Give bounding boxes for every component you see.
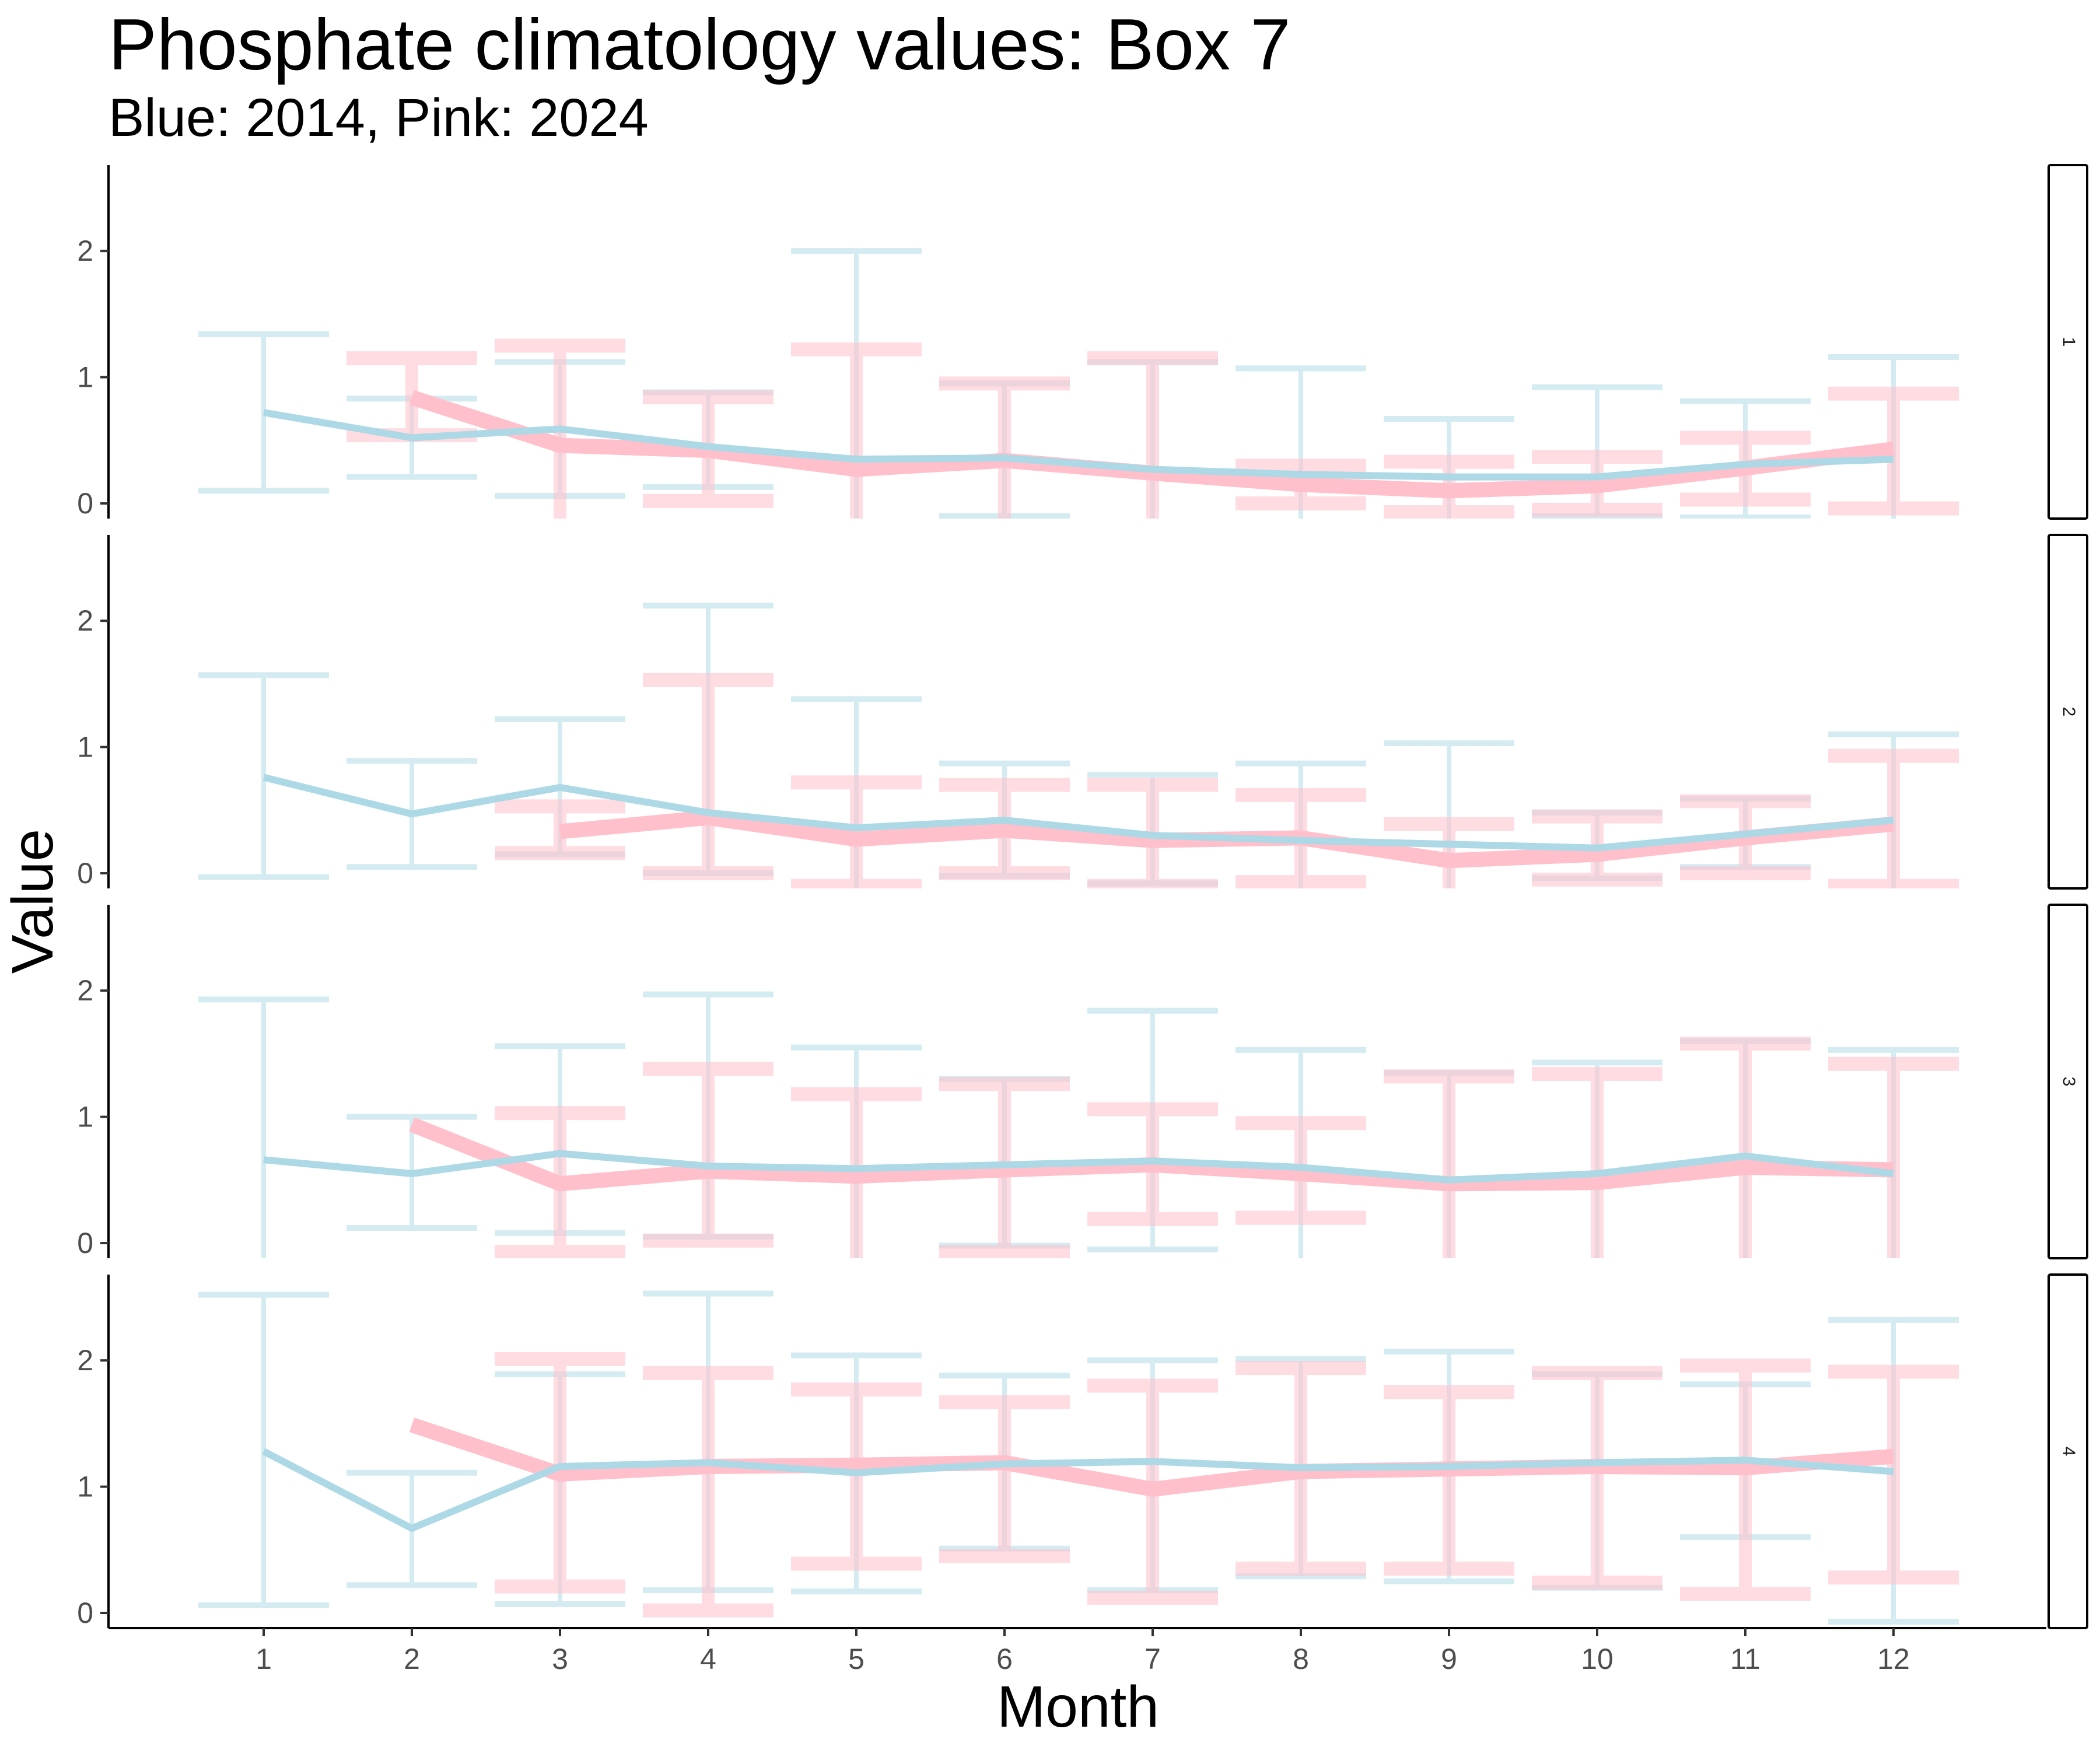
facet-strip-label: 4 xyxy=(2059,1447,2078,1457)
y-tick-label: 1 xyxy=(77,731,93,764)
x-tick-label: 12 xyxy=(1877,1643,1910,1675)
panels-layer: 0 1 2 1 0 1 2 2 0 1 2 3 0 1 2 4 xyxy=(77,164,2088,1629)
errorbar-2024-month-10 xyxy=(1532,1366,1662,1590)
series-line-2014 xyxy=(262,1448,1894,1532)
plot-area xyxy=(198,991,1959,1258)
chart-title: Phosphate climatology values: Box 7 xyxy=(108,5,1291,85)
series-line-2024 xyxy=(409,1418,1894,1497)
x-tick-label: 2 xyxy=(404,1643,420,1675)
facet-strip xyxy=(2048,904,2088,1259)
y-tick-label: 2 xyxy=(77,235,93,267)
errorbar-2024-month-5 xyxy=(791,342,922,519)
x-tick-label: 8 xyxy=(1293,1643,1309,1675)
y-tick-label: 1 xyxy=(77,1471,93,1503)
facet-strip xyxy=(2048,1273,2088,1629)
series-line-2024 xyxy=(409,390,1895,499)
errorbar-2024-month-6 xyxy=(939,1395,1070,1563)
plot-area xyxy=(198,248,1959,519)
y-tick-label: 0 xyxy=(77,1227,93,1259)
plot-area xyxy=(198,603,1959,888)
x-tick-label: 4 xyxy=(700,1643,716,1675)
x-tick-label: 6 xyxy=(996,1643,1013,1675)
series-line-2024 xyxy=(409,1117,1894,1192)
errorbar-2024-month-4 xyxy=(643,1366,774,1618)
series-line-2014 xyxy=(262,409,1894,481)
facet-strip-label: 1 xyxy=(2059,337,2078,347)
x-axis-title: Month xyxy=(997,1674,1159,1740)
errorbar-2024-month-4 xyxy=(643,1062,774,1248)
facet-panel-1: 0 1 2 1 xyxy=(77,164,2088,520)
errorbar-2024-month-12 xyxy=(1828,1364,1959,1585)
errorbar-2024-month-4 xyxy=(643,673,774,881)
errorbar-2024-month-5 xyxy=(791,1382,922,1571)
facet-panel-4: 0 1 2 4 xyxy=(77,1273,2088,1629)
x-tick-label: 7 xyxy=(1144,1643,1161,1675)
facet-panel-2: 0 1 2 2 xyxy=(77,534,2088,890)
x-tick-label: 11 xyxy=(1730,1643,1760,1675)
facet-strip xyxy=(2048,534,2088,890)
errorbar-2024-month-9 xyxy=(1384,1069,1514,1258)
facet-strip-label: 3 xyxy=(2059,1077,2078,1087)
facet-strip-label: 2 xyxy=(2059,707,2078,717)
facet-strip xyxy=(2048,164,2088,520)
errorbar-2014-month-1 xyxy=(198,996,329,1258)
errorbar-2024-month-3 xyxy=(495,338,625,519)
errorbar-2024-month-7 xyxy=(1087,351,1218,519)
errorbar-2014-month-1 xyxy=(198,672,329,880)
facet-panel-3: 0 1 2 3 xyxy=(77,904,2088,1259)
plot-area xyxy=(198,1290,1959,1625)
y-tick-label: 2 xyxy=(77,1344,93,1377)
errorbar-2014-month-1 xyxy=(198,1292,329,1609)
y-tick-label: 1 xyxy=(77,1101,93,1133)
errorbar-2024-month-11 xyxy=(1680,1358,1811,1601)
y-tick-label: 0 xyxy=(77,487,93,520)
y-tick-label: 0 xyxy=(77,857,93,890)
x-tick-label: 5 xyxy=(848,1643,864,1675)
y-tick-label: 2 xyxy=(77,974,93,1007)
x-tick-label: 1 xyxy=(256,1643,272,1675)
x-tick-label: 10 xyxy=(1581,1643,1614,1675)
series-line-2014 xyxy=(263,1150,1894,1184)
y-tick-label: 0 xyxy=(77,1597,93,1629)
x-tick-label: 9 xyxy=(1441,1643,1457,1675)
series-line-2014 xyxy=(262,774,1894,852)
y-tick-label: 2 xyxy=(77,604,93,637)
x-tick-label: 3 xyxy=(552,1643,568,1675)
y-axis-title: Value xyxy=(0,829,65,974)
errorbar-2024-month-9 xyxy=(1384,1385,1514,1576)
y-tick-label: 1 xyxy=(77,361,93,394)
chart-subtitle: Blue: 2014, Pink: 2024 xyxy=(108,88,649,148)
x-axis: 1 2 3 4 5 6 7 8 9 10 11 12 xyxy=(108,1627,2046,1675)
